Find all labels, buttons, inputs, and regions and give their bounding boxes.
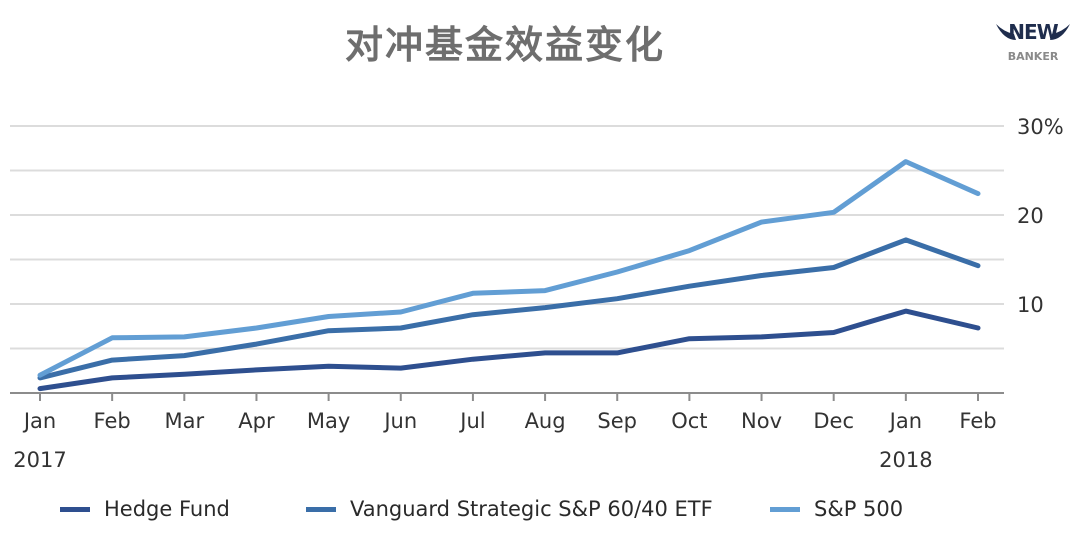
x-year-label: 2017 (13, 448, 66, 472)
x-tick-label: Apr (238, 409, 275, 433)
legend-swatch (60, 506, 90, 512)
axis-labels: Jan Feb Mar Apr May Jun Jul Aug Sep Oct Nov Dec Jan F… (13, 115, 1063, 472)
legend-label: Vanguard Strategic S&P 60/40 ETF (350, 497, 713, 521)
x-tick-label: Oct (671, 409, 707, 433)
logo-line1: NEW (1008, 20, 1058, 44)
legend-label: Hedge Fund (104, 497, 230, 521)
x-tick-label: May (307, 409, 350, 433)
x-tick-label: Feb (94, 409, 131, 433)
y-tick-label: 20 (1017, 204, 1044, 228)
y-tick-label: 30% (1017, 115, 1064, 139)
logo-horns-icon (996, 24, 1070, 40)
x-tick-label: Jul (458, 409, 485, 433)
x-axis (10, 392, 1004, 401)
new-banker-logo: NEW BANKER (994, 18, 1072, 76)
legend-item-hedge-fund: Hedge Fund (60, 494, 230, 524)
chart-title: 对冲基金效益变化 (344, 23, 665, 67)
series-line (37, 159, 981, 378)
x-tick-label: Dec (813, 409, 854, 433)
x-tick-label: Feb (959, 409, 996, 433)
legend-swatch (770, 506, 800, 512)
x-tick-label: Jun (382, 409, 417, 433)
x-tick-label: Nov (741, 409, 782, 433)
logo-line2: BANKER (1007, 50, 1059, 63)
x-year-label: 2018 (879, 448, 932, 472)
legend-label: S&P 500 (814, 497, 904, 521)
x-tick-label: Jan (888, 409, 922, 433)
series-lines (37, 159, 981, 392)
x-tick-label: Aug (525, 409, 566, 433)
legend-swatch (306, 506, 336, 512)
grid (10, 125, 1004, 350)
legend-item-vanguard: Vanguard Strategic S&P 60/40 ETF (306, 494, 713, 524)
series-line (37, 308, 981, 392)
y-tick-label: 10 (1017, 293, 1044, 317)
legend-item-sp500: S&P 500 (770, 494, 903, 524)
series-line (37, 237, 981, 381)
x-tick-label: Mar (164, 409, 204, 433)
x-tick-label: Sep (597, 409, 637, 433)
x-tick-label: Jan (22, 409, 56, 433)
